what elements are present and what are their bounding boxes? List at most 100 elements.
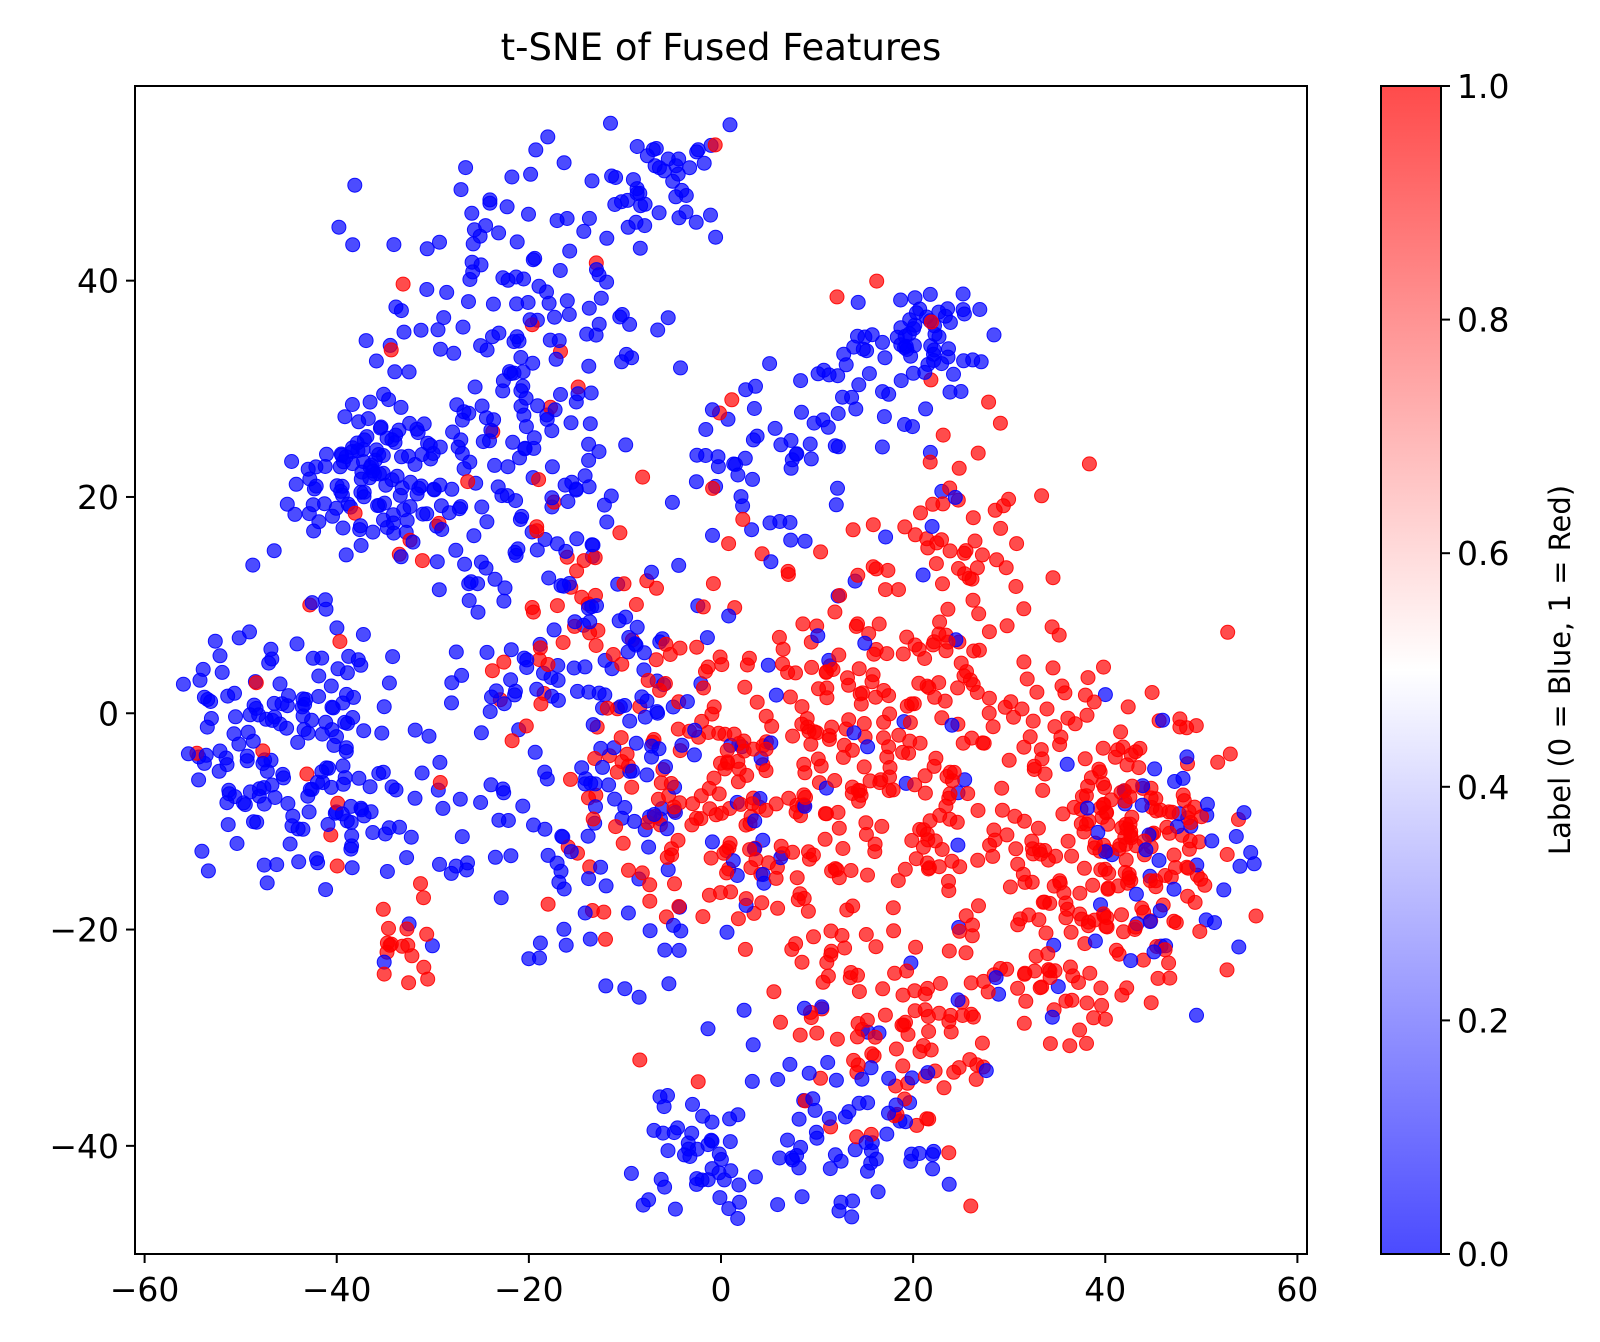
point-red [1077,751,1093,767]
point-red [840,670,855,686]
point-red [569,563,585,579]
point-blue [736,1002,752,1018]
point-red [379,935,395,951]
point-red [1063,924,1079,940]
point-blue [475,434,491,450]
colorbar-tick-label: 0.4 [1457,768,1509,807]
point-red [936,1080,952,1096]
point-red [919,531,935,547]
point-blue [429,554,445,570]
point-red [970,803,986,818]
point-red [1062,1038,1078,1054]
point-red [860,867,875,883]
point-blue [622,713,638,729]
point-blue [861,366,877,382]
point-blue [1179,749,1195,765]
point-red [859,1012,875,1028]
point-blue [306,523,322,539]
point-blue [410,425,426,441]
point-red [707,137,723,153]
point-blue [547,309,562,325]
point-red [958,908,974,924]
point-blue [353,657,369,673]
point-blue [577,468,593,484]
point-red [1045,570,1061,586]
point-red [744,796,760,812]
point-red [635,469,651,485]
point-red [721,536,737,552]
x-tick-label: −20 [494,1270,564,1309]
point-blue [434,522,450,537]
point-red [981,705,997,721]
point-blue [377,826,393,842]
point-blue [314,650,330,666]
point-blue [922,286,938,302]
point-blue [874,439,890,455]
point-red [1067,716,1083,732]
point-red [868,939,884,955]
point-blue [780,1132,795,1148]
point-red [1107,749,1123,765]
chart-title: t-SNE of Fused Features [501,26,942,69]
point-blue [343,841,359,857]
point-blue [870,1184,886,1200]
point-blue [881,1070,897,1086]
point-red [1087,840,1102,856]
point-blue [419,282,435,297]
point-blue [738,382,754,398]
point-blue [376,699,392,715]
point-red [1142,873,1158,889]
point-red [1008,841,1024,857]
point-red [1079,995,1095,1011]
point-blue [356,723,372,739]
point-red [897,519,913,535]
point-blue [548,351,564,367]
point-blue [426,481,442,497]
point-red [1016,601,1032,617]
point-red [773,838,789,854]
point-blue [660,310,676,326]
point-red [1100,881,1116,897]
point-blue [354,802,370,818]
point-red [748,852,764,868]
point-blue [920,1065,936,1081]
point-blue [941,1176,957,1192]
point-blue [309,851,324,867]
point-red [1025,713,1041,729]
point-blue [617,800,633,815]
point-red [992,415,1008,431]
point-red [739,767,755,783]
point-red [785,728,801,744]
point-blue [794,1189,810,1205]
point-blue [657,1179,673,1195]
point-red [873,772,889,788]
point-blue [596,497,612,513]
point-blue [473,338,489,354]
point-red [899,629,915,645]
point-blue [339,686,354,702]
point-blue [762,515,778,531]
point-red [1115,739,1131,755]
point-red [993,520,1009,536]
y-tick-label: 40 [77,262,119,301]
point-blue [782,1056,798,1072]
point-red [1219,962,1235,978]
point-blue [547,402,563,418]
point-red [800,903,816,919]
point-blue [387,364,403,380]
point-red [1164,804,1180,820]
point-red [896,1017,912,1033]
point-blue [345,237,361,253]
point-red [401,975,417,991]
point-blue [433,341,448,357]
point-blue [402,415,418,431]
point-red [1175,787,1191,803]
point-blue [808,1124,824,1140]
point-blue [393,549,409,565]
point-blue [196,689,212,705]
point-red [989,552,1005,568]
point-blue [353,538,369,553]
point-blue [301,804,317,820]
point-red [533,696,549,712]
point-red [941,943,957,959]
